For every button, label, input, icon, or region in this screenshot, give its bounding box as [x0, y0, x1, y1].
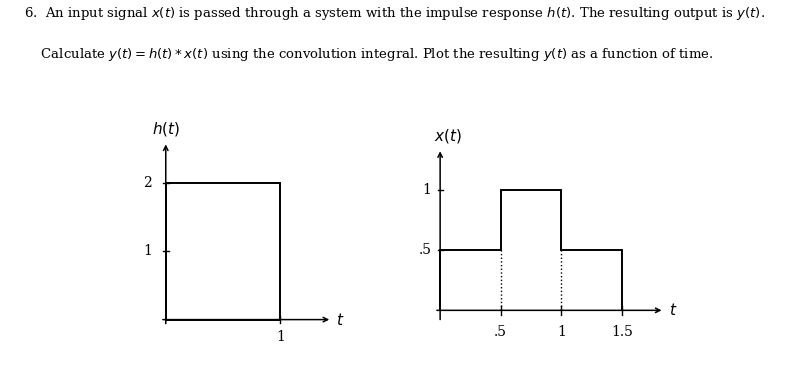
Text: $h(t)$: $h(t)$: [152, 120, 180, 138]
Text: $t$: $t$: [335, 311, 343, 328]
Text: 1.5: 1.5: [610, 325, 632, 339]
Text: 1: 1: [422, 183, 431, 197]
Text: 1: 1: [143, 244, 152, 258]
Text: 1: 1: [557, 325, 565, 339]
Text: 6.  An input signal $x(t)$ is passed through a system with the impulse response : 6. An input signal $x(t)$ is passed thro…: [24, 5, 764, 22]
Text: $t$: $t$: [668, 302, 677, 318]
Text: 1: 1: [276, 330, 285, 344]
Text: .5: .5: [418, 243, 431, 257]
Text: $x(t)$: $x(t)$: [434, 127, 461, 145]
Text: .5: .5: [493, 325, 507, 339]
Text: Calculate $y(t) = h(t) * x(t)$ using the convolution integral. Plot the resultin: Calculate $y(t) = h(t) * x(t)$ using the…: [24, 46, 713, 63]
Text: 2: 2: [143, 176, 152, 190]
